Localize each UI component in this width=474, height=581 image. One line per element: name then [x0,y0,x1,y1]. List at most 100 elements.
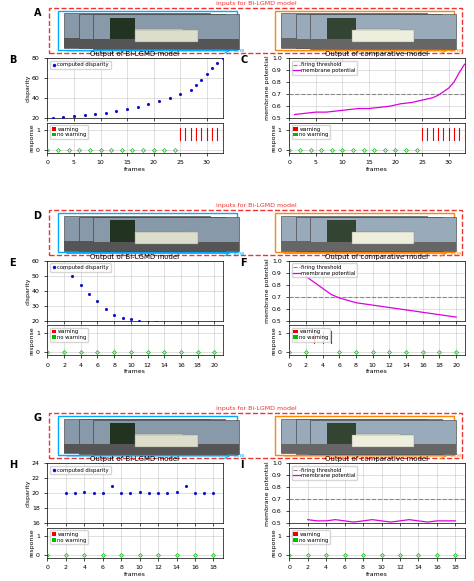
Bar [64,13,210,48]
Bar [110,18,135,44]
Text: H: H [9,460,17,471]
Bar [64,419,210,453]
Bar [281,13,427,48]
Bar [93,40,239,49]
Bar [310,15,456,49]
Bar [64,443,210,453]
Legend: computed disparity: computed disparity [50,466,110,474]
Bar [281,38,427,48]
Bar [135,30,198,42]
Y-axis label: response: response [271,123,276,152]
Bar [135,232,198,244]
Text: I: I [240,460,244,471]
Bar [106,231,168,243]
FancyBboxPatch shape [49,210,463,255]
Text: E: E [9,258,16,268]
Bar [95,422,120,449]
Bar [352,232,414,244]
Bar [93,242,239,252]
Bar [79,419,225,454]
Title: Output of comparative model: Output of comparative model [325,456,428,462]
Bar [93,444,239,454]
Bar [93,15,239,49]
Bar [93,419,239,454]
Bar [296,14,442,48]
Bar [110,423,135,449]
Bar [298,220,327,246]
X-axis label: frames: frames [366,167,388,171]
Y-axis label: disparity: disparity [26,74,30,102]
Bar [312,220,341,246]
Bar [312,422,341,449]
Bar [312,17,341,44]
Bar [64,216,210,250]
Bar [79,242,225,251]
Bar [296,217,442,251]
FancyBboxPatch shape [58,416,237,455]
Bar [120,29,183,41]
FancyBboxPatch shape [275,416,454,455]
Bar [298,422,327,449]
Legend: warning, no warning: warning, no warning [50,328,88,342]
Text: inputs for Bi-LGMD model: inputs for Bi-LGMD model [216,1,296,6]
Bar [323,29,385,41]
Bar [79,39,225,48]
Bar [110,220,135,247]
Y-axis label: membrane potential: membrane potential [265,461,270,526]
Y-axis label: disparity: disparity [26,479,30,507]
Bar [95,17,120,44]
Bar [79,14,225,48]
X-axis label: frames: frames [124,369,146,374]
Title: Output of comparative model: Output of comparative model [325,51,428,57]
Bar [327,220,356,247]
Legend: warning, no warning: warning, no warning [50,530,88,544]
Bar [81,17,106,43]
Bar [106,434,168,446]
FancyBboxPatch shape [49,8,463,53]
Y-axis label: response: response [271,326,276,354]
Bar [281,241,427,250]
Bar [79,217,225,251]
Bar [95,220,120,246]
X-axis label: frames: frames [366,572,388,577]
Y-axis label: response: response [29,123,35,152]
Legend: firing threshold, membrane potential: firing threshold, membrane potential [292,61,357,74]
Bar [120,232,183,244]
Text: inputs for Bi-LGMD model: inputs for Bi-LGMD model [216,406,296,411]
FancyBboxPatch shape [58,10,237,50]
Legend: warning, no warning: warning, no warning [292,125,330,139]
Bar [337,435,400,446]
Y-axis label: membrane potential: membrane potential [265,259,270,323]
Y-axis label: membrane potential: membrane potential [265,56,270,120]
Bar [327,18,356,44]
Bar [310,217,456,252]
Bar [135,435,198,447]
Text: A: A [34,8,41,18]
FancyBboxPatch shape [49,413,463,458]
Text: time: time [234,453,246,458]
Text: inputs for Bi-LGMD model: inputs for Bi-LGMD model [216,203,296,209]
Text: G: G [33,413,41,424]
Bar [281,419,427,453]
Bar [64,38,210,48]
Text: time: time [234,251,246,256]
Legend: warning, no warning: warning, no warning [50,125,88,139]
Text: C: C [240,55,247,65]
Y-axis label: response: response [271,529,276,557]
Bar [298,17,327,43]
Y-axis label: response: response [29,326,35,354]
X-axis label: frames: frames [124,167,146,171]
Bar [296,242,442,251]
Text: time: time [234,48,246,53]
Bar [296,419,442,454]
Text: B: B [9,55,16,65]
Y-axis label: disparity: disparity [26,277,30,304]
Bar [323,231,385,243]
X-axis label: frames: frames [124,572,146,577]
Bar [81,220,106,246]
Bar [93,217,239,252]
Title: Output of Bi-LGMD model: Output of Bi-LGMD model [91,254,180,260]
Legend: warning, no warning: warning, no warning [292,328,330,342]
Y-axis label: response: response [29,529,35,557]
Title: Output of Bi-LGMD model: Output of Bi-LGMD model [91,51,180,57]
